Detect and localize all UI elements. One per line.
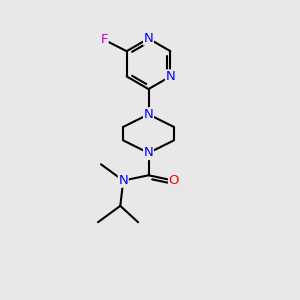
Text: N: N: [144, 108, 153, 121]
Text: F: F: [100, 33, 108, 46]
Text: O: O: [169, 174, 179, 187]
Text: N: N: [166, 70, 175, 83]
Text: N: N: [144, 146, 153, 160]
Text: N: N: [118, 174, 128, 187]
Text: N: N: [144, 32, 153, 45]
